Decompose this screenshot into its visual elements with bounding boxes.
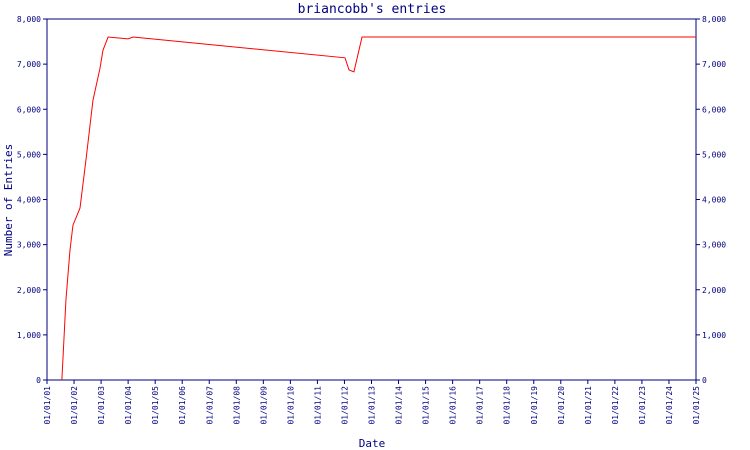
x-tick-label: 01/01/23 bbox=[638, 386, 647, 425]
x-tick-label: 01/01/15 bbox=[422, 386, 431, 425]
y-tick-label: 5,000 bbox=[17, 150, 41, 159]
x-tick-label: 01/01/19 bbox=[530, 386, 539, 425]
x-tick-label: 01/01/17 bbox=[476, 386, 485, 425]
x-tick-label: 01/01/20 bbox=[557, 386, 566, 425]
x-tick-label: 01/01/03 bbox=[97, 386, 106, 425]
y2-tick-label: 1,000 bbox=[702, 331, 726, 340]
x-tick-label: 01/01/05 bbox=[151, 386, 160, 425]
x-tick-label: 01/01/01 bbox=[43, 386, 52, 425]
x-tick-label: 01/01/16 bbox=[449, 386, 458, 425]
x-tick-label: 01/01/09 bbox=[259, 386, 268, 425]
x-tick-label: 01/01/21 bbox=[584, 386, 593, 425]
y2-tick-label: 0 bbox=[702, 376, 707, 385]
x-axis-label: Date bbox=[359, 437, 386, 450]
x-tick-label: 01/01/04 bbox=[124, 386, 133, 425]
y-tick-label: 3,000 bbox=[17, 241, 41, 250]
y2-tick-label: 6,000 bbox=[702, 105, 726, 114]
x-tick-label: 01/01/25 bbox=[692, 386, 701, 425]
x-tick-label: 01/01/24 bbox=[665, 386, 674, 425]
x-tick-label: 01/01/11 bbox=[313, 386, 322, 425]
x-tick-label: 01/01/14 bbox=[395, 386, 404, 425]
x-tick-label: 01/01/22 bbox=[611, 386, 620, 425]
y-tick-label: 1,000 bbox=[17, 331, 41, 340]
plot-frame bbox=[46, 18, 697, 381]
x-tick-label: 01/01/18 bbox=[503, 386, 512, 425]
x-tick-label: 01/01/02 bbox=[70, 386, 79, 425]
y-axis-label: Number of Entries bbox=[2, 144, 15, 257]
x-tick-label: 01/01/13 bbox=[368, 386, 377, 425]
y2-tick-label: 2,000 bbox=[702, 286, 726, 295]
y2-tick-label: 5,000 bbox=[702, 150, 726, 159]
y-tick-label: 0 bbox=[36, 376, 41, 385]
x-tick-label: 01/01/08 bbox=[232, 386, 241, 425]
y2-tick-label: 3,000 bbox=[702, 241, 726, 250]
data-line bbox=[61, 36, 696, 381]
x-tick-label: 01/01/12 bbox=[340, 386, 349, 425]
y2-tick-label: 4,000 bbox=[702, 196, 726, 205]
y2-tick-label: 7,000 bbox=[702, 60, 726, 69]
chart-title: briancobb's entries bbox=[298, 2, 447, 17]
y-tick-label: 6,000 bbox=[17, 105, 41, 114]
x-tick-label: 01/01/10 bbox=[286, 386, 295, 425]
y2-tick-label: 8,000 bbox=[702, 15, 726, 24]
y-tick-label: 8,000 bbox=[17, 15, 41, 24]
y-tick-label: 2,000 bbox=[17, 286, 41, 295]
x-tick-label: 01/01/07 bbox=[205, 386, 214, 425]
y-tick-label: 4,000 bbox=[17, 196, 41, 205]
y-tick-label: 7,000 bbox=[17, 60, 41, 69]
x-tick-label: 01/01/06 bbox=[178, 386, 187, 425]
